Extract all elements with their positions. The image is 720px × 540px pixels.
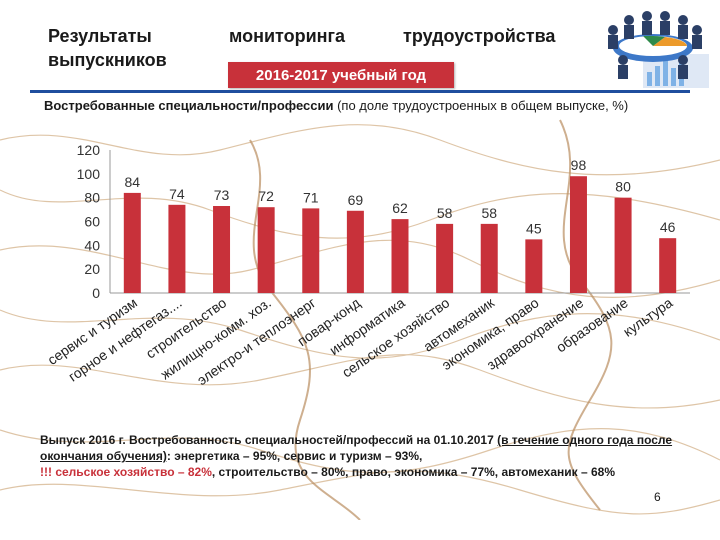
y-tick-label: 100 [77,166,101,182]
data-label: 45 [526,220,542,236]
title-word-4: выпускников [48,50,167,70]
data-label: 69 [348,192,364,208]
footer-tail-1: : энергетика – 95%, сервис и туризм – 93… [166,449,423,463]
data-label: 46 [660,219,676,235]
bar [302,208,320,293]
bar [659,238,677,293]
bar [569,176,587,293]
subtitle-bold: Востребованные специальности/профессии [44,98,334,113]
data-label: 58 [437,205,453,221]
y-tick-label: 80 [84,190,100,206]
chart-subtitle: Востребованные специальности/профессии (… [44,98,684,114]
subtitle-rest: (по доле трудоустроенных в общем выпуске… [333,98,629,113]
header-divider [30,90,690,93]
data-label: 80 [615,179,631,195]
bar [346,210,364,293]
bar [213,206,231,293]
data-label: 84 [125,174,141,190]
title-word-2: мониторинга [229,26,346,46]
footer-red: !!! сельское хозяйство – 82% [40,465,212,479]
y-tick-label: 0 [92,285,100,301]
y-tick-label: 120 [77,142,101,158]
year-badge: 2016-2017 учебный год [228,62,454,88]
data-label: 62 [392,200,408,216]
data-label: 73 [214,187,230,203]
y-tick-label: 20 [84,261,100,277]
bar [257,207,275,293]
bar [168,204,186,293]
meeting-table-icon [608,11,709,88]
footer-lead: Выпуск 2016 г. Востребованность специаль… [40,433,498,447]
page-number: 6 [654,490,661,504]
bar [525,239,543,293]
bar [480,223,498,293]
footer-underlined: (в течение одного года после окончания о… [40,433,673,463]
data-label: 71 [303,189,319,205]
y-tick-label: 40 [84,237,100,253]
bar [123,192,141,293]
title-word-3: трудоустройства [403,26,556,46]
footer-note: Выпуск 2016 г. Востребованность специаль… [40,432,682,480]
data-label: 58 [481,205,497,221]
bar [614,197,632,293]
footer-tail-2: , строительство – 80%, право, экономика … [211,465,615,479]
y-tick-label: 60 [84,214,100,230]
x-tick-label: культура [620,294,675,340]
bar [391,219,409,293]
data-label: 72 [258,188,274,204]
bar [436,223,454,293]
data-label: 98 [571,157,587,173]
title-word-1: Результаты [48,26,152,46]
data-label: 74 [169,186,185,202]
